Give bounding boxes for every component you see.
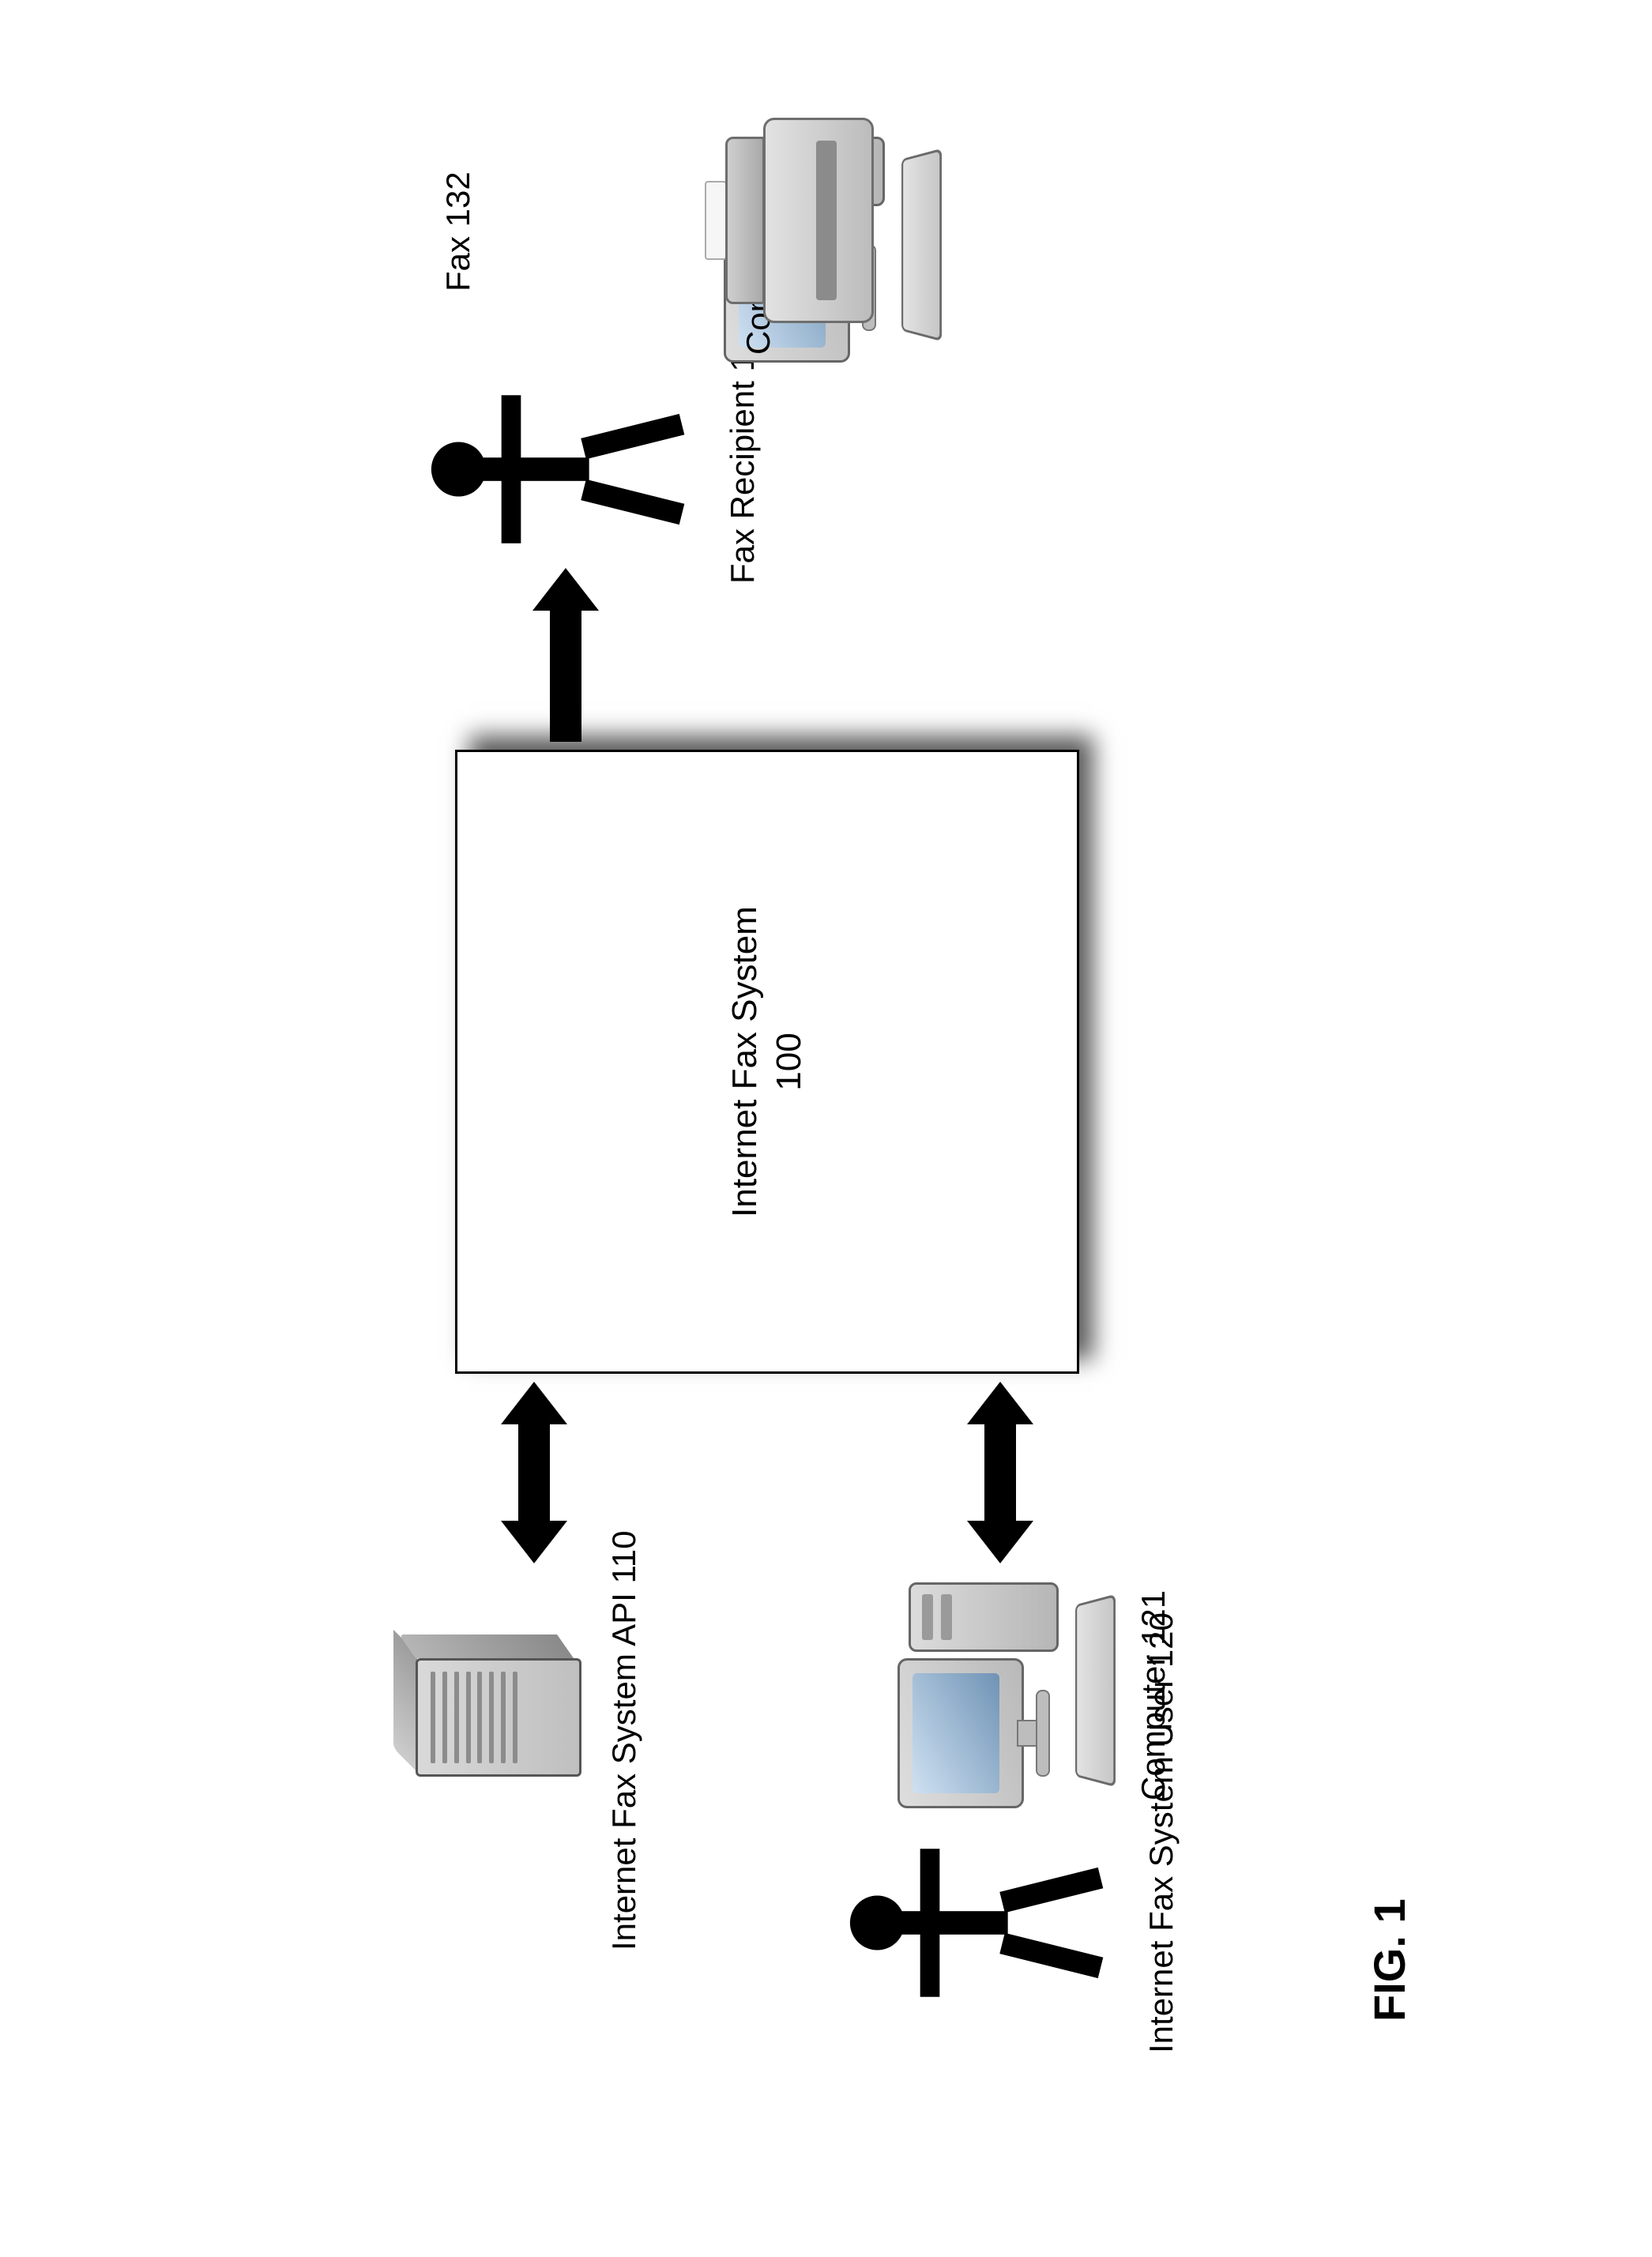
user-person-icon <box>842 1824 1135 2022</box>
user-computer-label: Computer 121 <box>1135 1589 1172 1800</box>
figure-label: FIG. 1 <box>1364 1898 1415 2022</box>
central-ref: 100 <box>770 1033 809 1090</box>
fax-label: Fax 132 <box>439 171 477 292</box>
arrow-api <box>510 1382 558 1563</box>
fax-machine-icon <box>700 118 874 323</box>
central-title: Internet Fax System <box>725 906 765 1217</box>
arrow-recipient <box>542 568 589 742</box>
recipient-person-icon <box>423 371 716 568</box>
api-server-icon <box>376 1627 581 1777</box>
central-system-box: Internet Fax System 100 <box>455 750 1079 1374</box>
arrow-user <box>977 1382 1024 1563</box>
user-computer-icon <box>897 1563 1119 1808</box>
diagram-stage: Internet Fax System 100 Internet Fax Sys… <box>115 141 1537 2116</box>
api-label: Internet Fax System API 110 <box>605 1530 643 1950</box>
